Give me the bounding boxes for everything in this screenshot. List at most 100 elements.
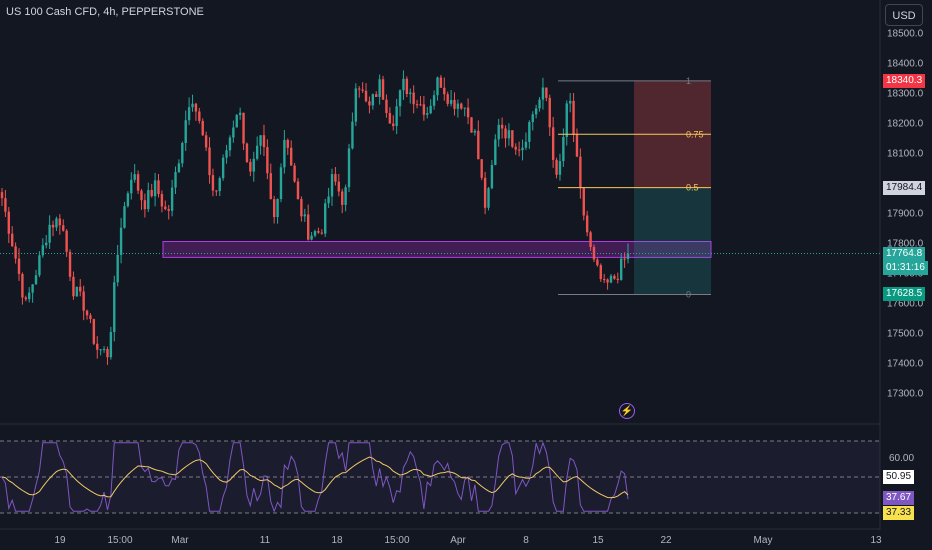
candle (375, 94, 378, 97)
candle (371, 94, 375, 106)
time-axis-label: 15 (592, 535, 604, 546)
candle (262, 135, 266, 148)
rsi-ma-value-tag: 50.95 (883, 470, 915, 484)
candle (279, 167, 283, 200)
candle (337, 181, 341, 192)
currency-button[interactable]: USD (885, 4, 923, 26)
candle (215, 190, 218, 192)
candle (548, 97, 551, 128)
candle (99, 349, 102, 351)
candle (511, 130, 514, 147)
candle (153, 180, 157, 197)
candle (266, 147, 269, 174)
candle (45, 242, 48, 246)
candle (341, 191, 344, 205)
candle (334, 174, 337, 182)
candle (276, 199, 279, 218)
candle (187, 107, 191, 121)
price-axis-label: 17900.0 (887, 209, 924, 220)
rsi-band (0, 441, 880, 513)
candle (626, 253, 630, 260)
candle (17, 258, 21, 274)
candle (555, 159, 558, 175)
candle (259, 135, 262, 146)
time-axis-label: 15:00 (107, 535, 132, 546)
candle (306, 214, 310, 240)
price-axis-label: 18200.0 (887, 119, 924, 130)
candle (160, 193, 164, 207)
candle (143, 200, 147, 210)
candle (405, 78, 409, 95)
rsi-ma-line (1, 456, 629, 499)
candle (79, 286, 82, 292)
candle (422, 104, 426, 115)
candle (473, 130, 477, 133)
candle (11, 233, 14, 247)
candle (283, 139, 286, 168)
candle (381, 79, 385, 100)
candle (113, 282, 116, 333)
candle (456, 103, 460, 109)
time-axis-label: 11 (260, 535, 271, 546)
candle (147, 190, 150, 210)
candle (528, 122, 531, 142)
candle (419, 104, 422, 106)
candle (221, 157, 225, 179)
candle (198, 111, 201, 121)
time-axis-label: 19 (54, 535, 66, 546)
candle (429, 105, 432, 114)
candle (497, 124, 500, 140)
candle (208, 147, 211, 176)
candle (602, 279, 606, 281)
candle (409, 92, 412, 95)
candle (218, 178, 221, 192)
candle (164, 206, 167, 210)
candle (538, 99, 541, 109)
rsi-low-value-tag: 37.33 (883, 506, 915, 520)
candle (351, 121, 354, 149)
rsi-line (1, 441, 629, 513)
candle (48, 224, 51, 243)
candle (589, 232, 592, 248)
candle (191, 103, 194, 108)
candle (184, 120, 187, 143)
candle (592, 247, 596, 260)
lightning-icon[interactable]: ⚡ (619, 403, 635, 419)
candle (150, 190, 153, 197)
candle (119, 227, 123, 255)
candle (177, 163, 181, 173)
candle (385, 99, 388, 114)
candle (116, 254, 119, 283)
time-axis-label: 8 (523, 535, 529, 546)
candle (613, 275, 616, 279)
candle (126, 193, 130, 207)
candle (269, 173, 272, 200)
candle (58, 218, 62, 226)
lower-target-box (634, 187, 711, 295)
candle (606, 279, 609, 283)
candle (62, 225, 65, 231)
candle (303, 214, 306, 217)
candle (170, 187, 174, 211)
candle (609, 275, 613, 283)
candle (565, 103, 568, 137)
candle (181, 142, 184, 164)
candle (487, 188, 490, 208)
time-axis-label: Apr (450, 535, 466, 546)
candle (521, 147, 524, 151)
candle (579, 156, 582, 189)
candle (21, 273, 24, 298)
price-axis-label: 17600.0 (887, 299, 924, 310)
time-axis-label: 13 (870, 535, 882, 546)
candle (358, 88, 361, 90)
candle (0, 192, 4, 199)
candle (24, 297, 28, 300)
candle (517, 149, 521, 151)
candle (310, 235, 313, 240)
candle (426, 113, 429, 115)
candle (344, 187, 347, 205)
candle (242, 112, 245, 144)
fib-level-label: 0.5 (686, 183, 699, 193)
candle (449, 99, 453, 104)
